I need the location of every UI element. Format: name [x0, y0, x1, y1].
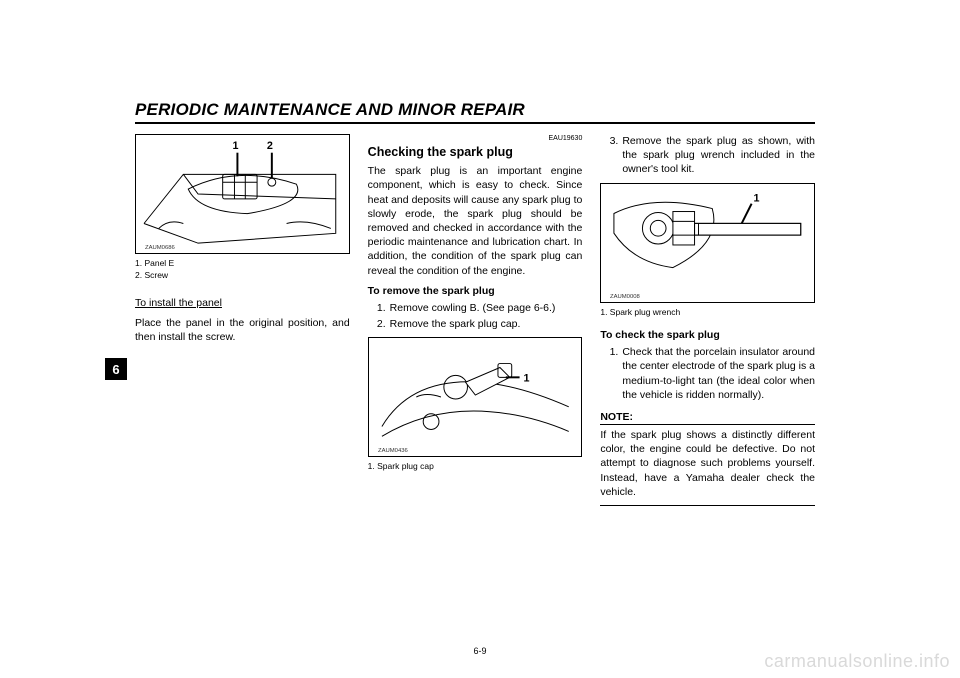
column-1: 1 2 ZAUM0686 1. Panel E 2. Screw To inst…: [135, 134, 350, 512]
step-item: 1. Check that the porcelain insulator ar…: [600, 345, 815, 402]
step-number: 2.: [368, 317, 390, 331]
step-text: Remove cowling B. (See page 6-6.): [390, 301, 583, 315]
figure-caption-list: 1. Spark plug wrench: [600, 307, 815, 318]
panel-illustration: 1 2 ZAUM0686: [136, 135, 349, 253]
column-2: EAU19630 Checking the spark plug The spa…: [368, 134, 583, 512]
install-heading: To install the panel: [135, 297, 222, 309]
callout-1-label: 1: [754, 192, 760, 204]
section-intro: The spark plug is an important engine co…: [368, 164, 583, 277]
doc-code: EAU19630: [368, 134, 583, 143]
note-heading: NOTE:: [600, 410, 815, 425]
caption-item: 1. Spark plug cap: [368, 461, 583, 472]
caption-item: 1. Panel E: [135, 258, 350, 269]
step-number: 1.: [600, 345, 622, 402]
step-item: 1. Remove cowling B. (See page 6-6.): [368, 301, 583, 315]
figure-spark-plug-wrench: 1 ZAUM0008: [600, 183, 815, 303]
note-label: NOTE:: [600, 411, 633, 423]
remove-heading: To remove the spark plug: [368, 284, 583, 298]
caption-item: 2. Screw: [135, 270, 350, 281]
column-3: 3. Remove the spark plug as shown, with …: [600, 134, 815, 512]
step-text: Remove the spark plug cap.: [390, 317, 583, 331]
step-item: 3. Remove the spark plug as shown, with …: [600, 134, 815, 177]
fig-code: ZAUM0008: [610, 294, 641, 300]
columns: 1 2 ZAUM0686 1. Panel E 2. Screw To inst…: [135, 134, 815, 512]
figure-panel-e: 1 2 ZAUM0686: [135, 134, 350, 254]
watermark: carmanualsonline.info: [764, 651, 950, 672]
note-body: If the spark plug shows a distinctly dif…: [600, 428, 815, 506]
step-number: 1.: [368, 301, 390, 315]
manual-page: 6 PERIODIC MAINTENANCE AND MINOR REPAIR: [0, 0, 960, 678]
caption-item: 1. Spark plug wrench: [600, 307, 815, 318]
cap-illustration: 1 ZAUM0436: [369, 338, 582, 456]
fig-code: ZAUM0686: [145, 245, 176, 251]
content-area: PERIODIC MAINTENANCE AND MINOR REPAIR: [135, 100, 815, 512]
step-text: Check that the porcelain insulator aroun…: [622, 345, 815, 402]
check-steps: 1. Check that the porcelain insulator ar…: [600, 345, 815, 402]
remove-steps: 1. Remove cowling B. (See page 6-6.) 2. …: [368, 301, 583, 331]
check-heading: To check the spark plug: [600, 328, 815, 342]
step-text: Remove the spark plug as shown, with the…: [622, 134, 815, 177]
callout-2-label: 2: [267, 140, 273, 152]
page-title: PERIODIC MAINTENANCE AND MINOR REPAIR: [135, 100, 815, 124]
section-title: Checking the spark plug: [368, 144, 583, 161]
figure-caption-list: 1. Spark plug cap: [368, 461, 583, 472]
install-body: Place the panel in the original position…: [135, 316, 350, 344]
callout-1-label: 1: [233, 140, 239, 152]
fig-code: ZAUM0436: [378, 448, 409, 454]
callout-1-label: 1: [523, 372, 529, 384]
chapter-tab: 6: [105, 358, 127, 380]
figure-caption-list: 1. Panel E 2. Screw: [135, 258, 350, 282]
step-item: 2. Remove the spark plug cap.: [368, 317, 583, 331]
wrench-illustration: 1 ZAUM0008: [601, 184, 814, 302]
step-number: 3.: [600, 134, 622, 177]
figure-spark-plug-cap: 1 ZAUM0436: [368, 337, 583, 457]
column3-step: 3. Remove the spark plug as shown, with …: [600, 134, 815, 177]
